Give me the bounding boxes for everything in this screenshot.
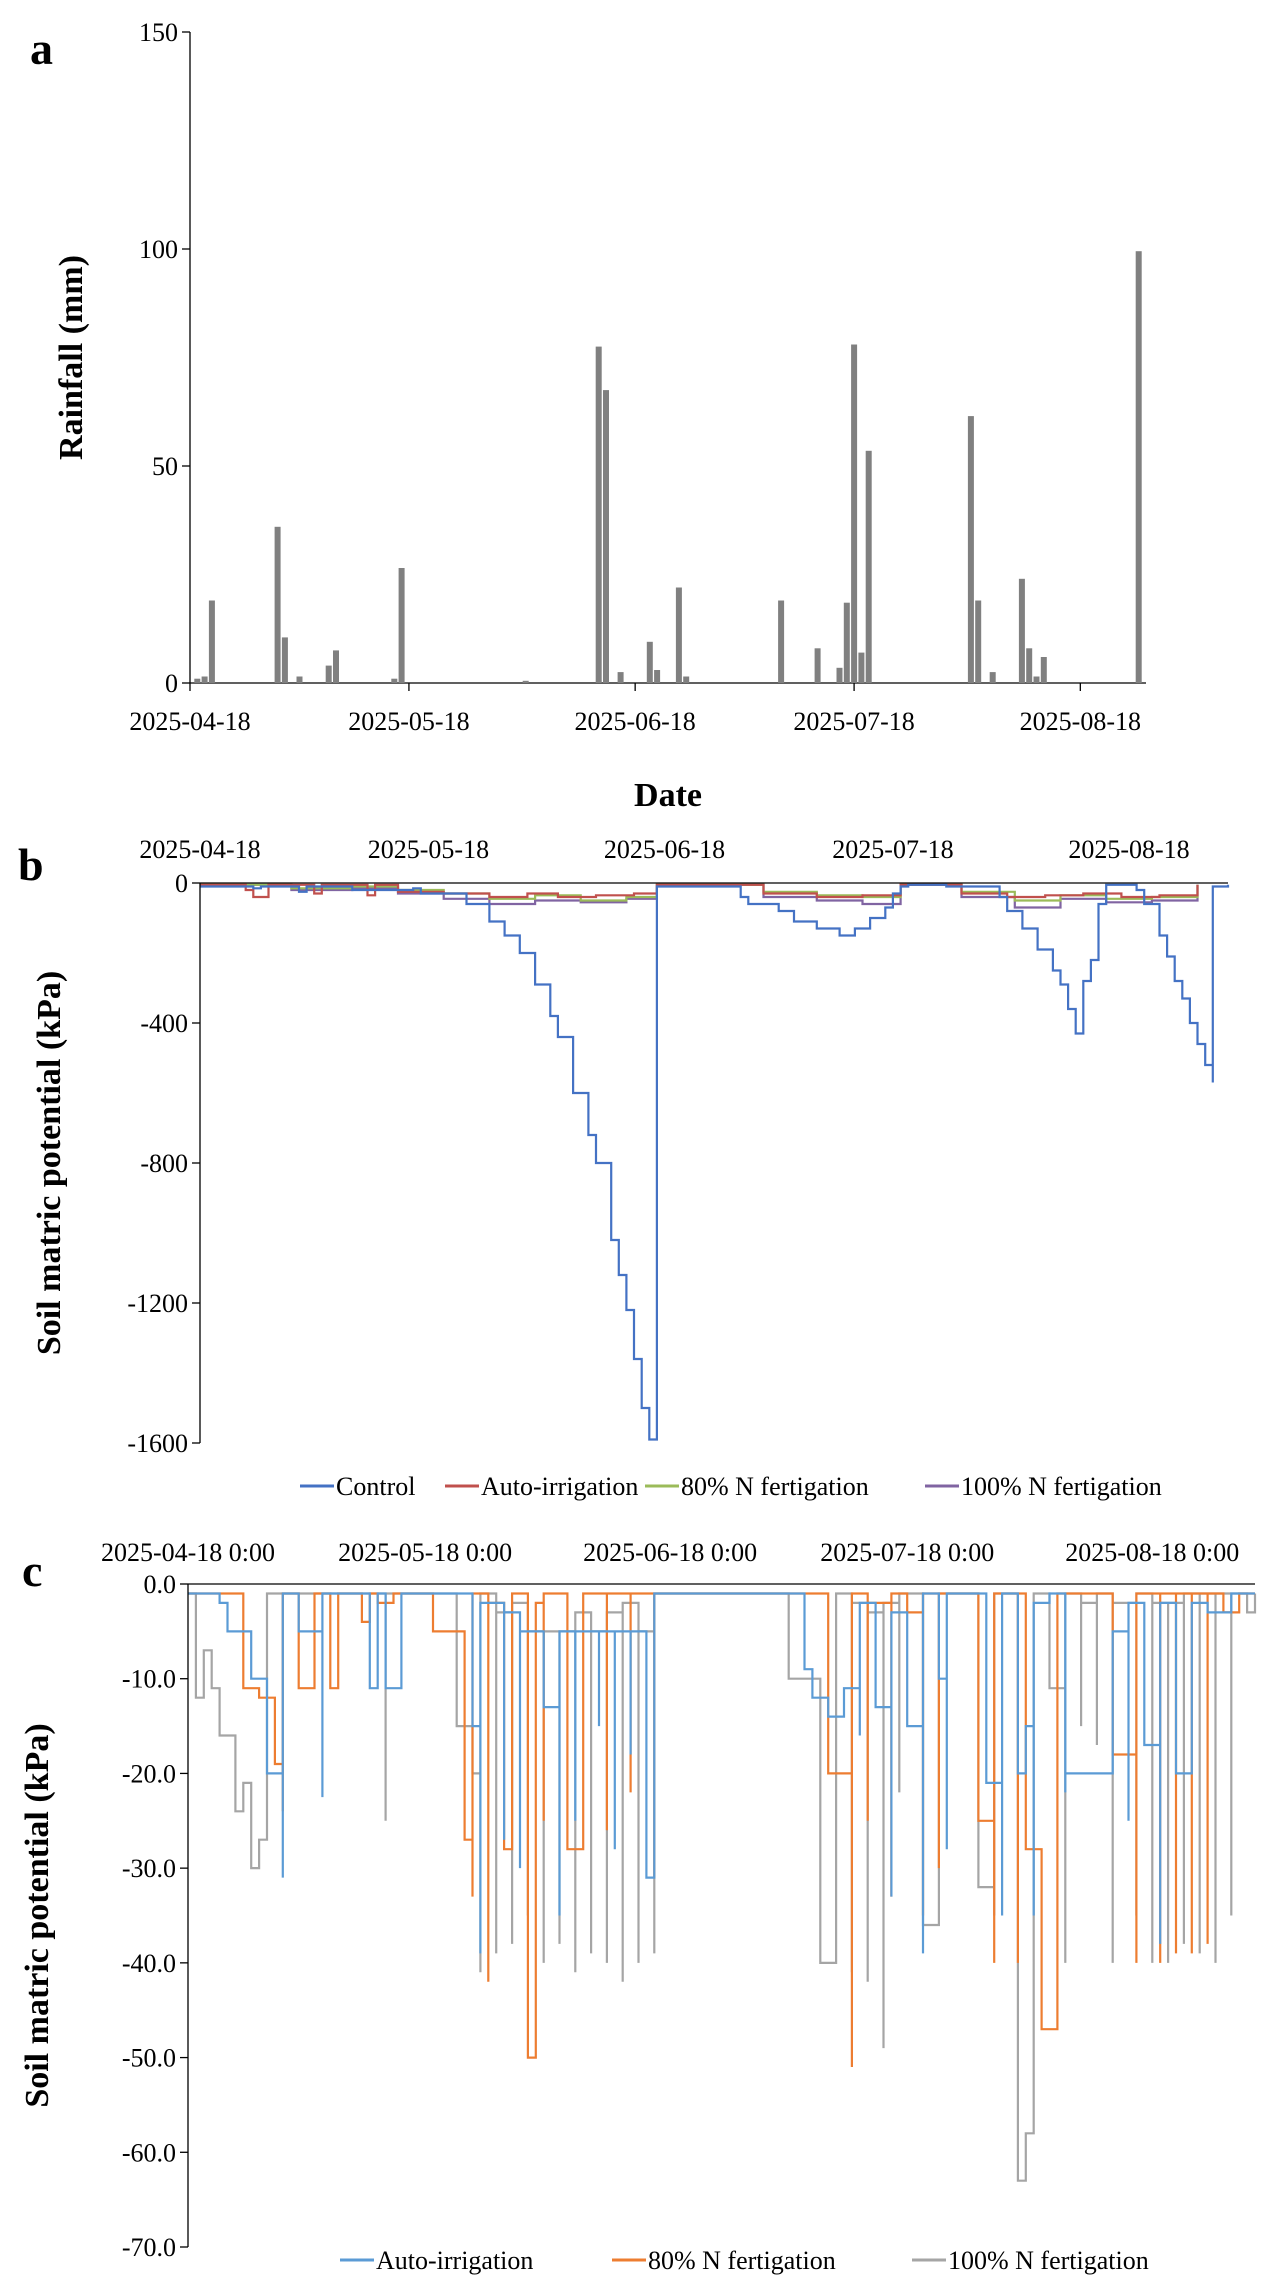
- rainfall-bar: [836, 667, 843, 683]
- x-tick-label: 2025-06-18: [604, 835, 725, 864]
- x-tick-label: 2025-04-18: [129, 707, 250, 736]
- rainfall-bar: [194, 678, 201, 683]
- rainfall-bar: [1040, 657, 1047, 683]
- x-tick-label: 2025-05-18: [368, 835, 489, 864]
- x-tick-label: 2025-05-18: [348, 707, 469, 736]
- x-tick-label: 2025-08-18 0:00: [1065, 1538, 1239, 1567]
- rainfall-bar: [296, 676, 303, 683]
- rainfall-bar: [865, 450, 872, 683]
- panel-letter-a: a: [30, 23, 53, 74]
- legend-label: Control: [336, 1472, 415, 1501]
- series-line: [188, 1592, 1255, 2067]
- y-tick-label: -60.0: [122, 2138, 176, 2167]
- rainfall-bar: [1026, 648, 1033, 683]
- x-tick-label: 2025-06-18 0:00: [583, 1538, 757, 1567]
- plot-area: [200, 883, 1230, 1441]
- y-axis-title: Rainfall (mm): [53, 255, 90, 460]
- legend-label: 80% N fertigation: [681, 1472, 869, 1501]
- legend-label: 100% N fertigation: [948, 2246, 1149, 2275]
- rainfall-bar: [333, 650, 339, 683]
- panel-letter-b: b: [18, 839, 44, 890]
- rainfall-bar: [325, 665, 332, 683]
- y-tick-label: -70.0: [122, 2233, 176, 2262]
- legend-label: Auto-irrigation: [376, 2246, 533, 2275]
- y-tick-label: -400: [140, 1009, 188, 1038]
- rainfall-bar: [975, 600, 982, 683]
- panel-c: c 0.0 -10.0 -20.0 -30.0 -40.0 -50.0 -60.0 -70.0 S…: [19, 1538, 1257, 2275]
- series-line: [188, 1592, 1257, 2182]
- x-tick-label: 2025-07-18: [793, 707, 914, 736]
- rainfall-bar: [814, 648, 821, 683]
- y-tick-label: -10.0: [122, 1665, 176, 1694]
- plot-area: [188, 1592, 1257, 2182]
- y-axis-title: Soil matric potential (kPa): [19, 1723, 56, 2107]
- rainfall-bar: [989, 672, 996, 683]
- y-tick-label: -50.0: [122, 2044, 176, 2073]
- y-tick-label: -30.0: [122, 1854, 176, 1883]
- rainfall-bar: [683, 676, 690, 683]
- y-tick-label: 0: [175, 869, 188, 898]
- series-line: [188, 1592, 1255, 1954]
- rainfall-bar: [654, 670, 661, 683]
- y-tick-label: 100: [139, 235, 178, 264]
- rainfall-bar: [522, 680, 529, 683]
- rainfall-bar: [391, 678, 398, 683]
- rainfall-bar: [967, 416, 974, 683]
- y-axis-title: Soil matric potential (kPa): [31, 971, 68, 1355]
- panel-letter-c: c: [22, 1545, 42, 1596]
- rainfall-bar: [851, 344, 858, 683]
- y-tick-label: -800: [140, 1149, 188, 1178]
- rainfall-bar: [858, 652, 865, 683]
- rainfall-bar: [201, 676, 208, 683]
- rainfall-bar: [208, 600, 215, 683]
- rainfall-bar: [843, 602, 850, 683]
- y-tick-label: 0.0: [144, 1570, 177, 1599]
- y-tick-label: -1200: [127, 1289, 188, 1318]
- rainfall-bar: [646, 641, 653, 683]
- rainfall-bar: [595, 346, 602, 683]
- x-tick-label: 2025-04-18: [139, 835, 260, 864]
- rainfall-bar: [778, 600, 785, 683]
- rainfall-bar: [281, 637, 288, 683]
- x-tick-label: 2025-07-18: [832, 835, 953, 864]
- y-tick-label: -1600: [127, 1429, 188, 1458]
- rainfall-bar: [274, 526, 281, 683]
- x-tick-label: 2025-06-18: [574, 707, 695, 736]
- x-axis-title: Date: [634, 777, 702, 814]
- x-tick-label: 2025-07-18 0:00: [820, 1538, 994, 1567]
- x-tick-label: 2025-05-18 0:00: [338, 1538, 512, 1567]
- series-line: [200, 883, 1199, 899]
- rainfall-bar: [603, 390, 609, 683]
- x-tick-label: 2025-08-18: [1068, 835, 1189, 864]
- y-tick-label: 50: [152, 452, 178, 481]
- rainfall-bar: [617, 672, 624, 683]
- y-tick-label: 0: [165, 669, 178, 698]
- rainfall-bar: [398, 568, 405, 683]
- rainfall-bar: [1033, 676, 1040, 683]
- rainfall-bar: [1135, 251, 1142, 683]
- y-tick-label: 150: [139, 18, 178, 47]
- legend-label: 100% N fertigation: [961, 1472, 1162, 1501]
- x-tick-label: 2025-08-18: [1020, 707, 1141, 736]
- panel-b: b 0 -400 -800 -1200 -1600 Soil matric potentia…: [18, 835, 1230, 1501]
- panel-a: a 0 50 100 150 Rainfall (mm) 2025-04-18 2025-05…: [30, 18, 1146, 814]
- series-line: [200, 883, 1230, 1441]
- y-tick-label: -40.0: [122, 1949, 176, 1978]
- legend-label: Auto-irrigation: [481, 1472, 638, 1501]
- x-tick-label: 2025-04-18 0:00: [101, 1538, 275, 1567]
- y-tick-label: -20.0: [122, 1759, 176, 1788]
- rainfall-bar: [1018, 578, 1025, 683]
- legend-label: 80% N fertigation: [648, 2246, 836, 2275]
- rainfall-bar: [675, 587, 682, 683]
